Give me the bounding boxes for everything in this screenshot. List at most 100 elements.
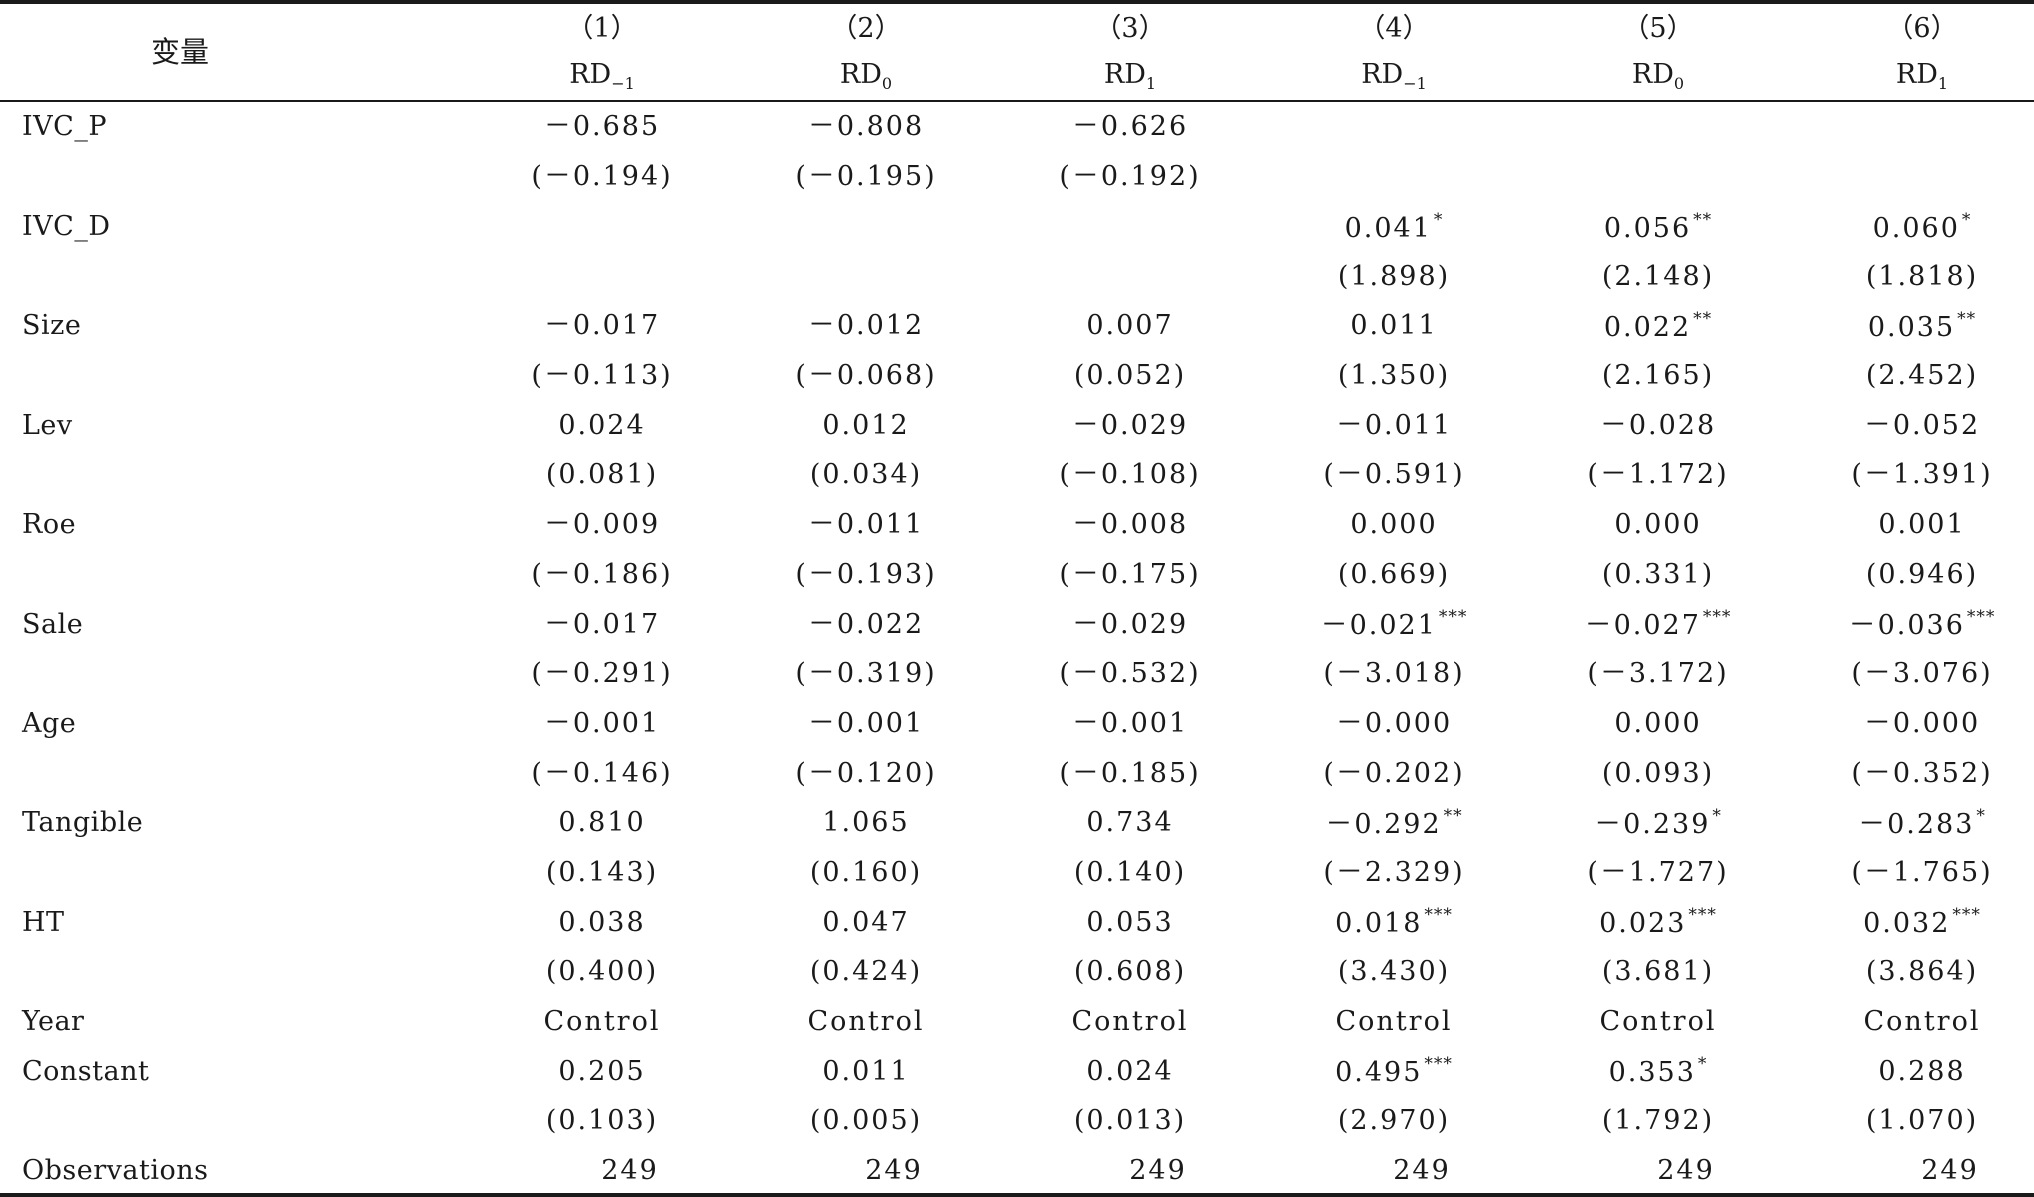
table-cell: －0.017 xyxy=(470,301,734,351)
cell-value: (－0.185) xyxy=(1059,757,1201,789)
cell-value: (－0.108) xyxy=(1059,459,1201,491)
cell-value: (2.148) xyxy=(1601,260,1715,292)
cell-value: (1.818) xyxy=(1865,260,1979,292)
cell-value: (－0.146) xyxy=(531,757,673,789)
table-cell: (－3.018) xyxy=(1262,649,1526,699)
table-cell: 0.000 xyxy=(1526,699,1790,749)
dependent-variable-name: RD xyxy=(1895,58,1938,90)
table-cell: (2.165) xyxy=(1526,351,1790,401)
table-cell: 0.047 xyxy=(734,897,998,947)
cell-value: (－0.291) xyxy=(531,658,673,690)
dependent-variable-name: RD xyxy=(1631,58,1674,90)
table-cell: Control xyxy=(998,997,1262,1047)
table-cell: (－0.113) xyxy=(470,351,734,401)
table-row: (0.103) (0.005) (0.013) (2.970) (1.792) (1.07… xyxy=(0,1096,2034,1146)
cell-value: －0.239 xyxy=(1594,808,1711,840)
cell-value: Control xyxy=(1335,1006,1453,1038)
cell-value: 0.000 xyxy=(1614,509,1702,541)
table-cell: (1.818) xyxy=(1790,251,2034,301)
table-cell: Control xyxy=(1526,997,1790,1047)
table-cell: 0.000 xyxy=(1262,500,1526,550)
table-cell: (0.160) xyxy=(734,848,998,898)
table-cell: (－0.193) xyxy=(734,550,998,600)
cell-value: －0.029 xyxy=(1071,409,1189,441)
cell-value: (－3.076) xyxy=(1851,658,1993,690)
cell-value: (3.681) xyxy=(1601,956,1715,988)
cell-value: (1.070) xyxy=(1865,1105,1979,1137)
table-cell: (－0.185) xyxy=(998,748,1262,798)
cell-value: (2.970) xyxy=(1337,1105,1451,1137)
variable-name xyxy=(0,450,470,500)
cell-value: Control xyxy=(1599,1006,1717,1038)
variable-header: 变量 xyxy=(150,34,209,69)
significance-stars: *** xyxy=(1966,607,1996,628)
variable-name xyxy=(0,1096,470,1146)
cell-value: －0.292 xyxy=(1325,808,1442,840)
cell-value: －0.626 xyxy=(1071,110,1189,142)
table-cell: (－1.765) xyxy=(1790,848,2034,898)
cell-value: －0.017 xyxy=(543,310,661,342)
cell-value: (0.034) xyxy=(809,459,923,491)
cell-value: (－0.193) xyxy=(795,558,937,590)
column-number: （6） xyxy=(1886,12,1958,44)
column-number: （3） xyxy=(1094,12,1166,44)
table-cell: －0.685 xyxy=(470,100,734,152)
cell-value: －0.808 xyxy=(807,110,925,142)
cell-value: －0.017 xyxy=(543,608,661,640)
variable-name: IVC_D xyxy=(22,211,111,243)
cell-value: (0.946) xyxy=(1865,558,1979,590)
dependent-variable-subscript: −1 xyxy=(611,73,635,93)
table-cell: (0.946) xyxy=(1790,550,2034,600)
table-cell: (－0.108) xyxy=(998,450,1262,500)
table-cell: Control xyxy=(1790,997,2034,1047)
table-cell: －0.022 xyxy=(734,599,998,649)
variable-name xyxy=(0,351,470,401)
table-cell: 0.734 xyxy=(998,798,1262,848)
table-row: Tangible 0.810 1.065 0.734 －0.292 ** －0.239 * －0… xyxy=(0,798,2034,848)
table-cell: －0.029 xyxy=(998,599,1262,649)
dependent-variable-name: RD xyxy=(569,58,612,90)
table-cell: (0.143) xyxy=(470,848,734,898)
table-cell: (3.681) xyxy=(1526,947,1790,997)
table-cell: (3.430) xyxy=(1262,947,1526,997)
table-row: Sale －0.017 －0.022 －0.029 －0.021 *** －0.027 ***… xyxy=(0,599,2034,649)
table-cell: 0.011 xyxy=(734,1046,998,1096)
table-row: (0.400) (0.424) (0.608) (3.430) (3.681) (3.86… xyxy=(0,947,2034,997)
table-cell: (－1.727) xyxy=(1526,848,1790,898)
table-cell: (0.052) xyxy=(998,351,1262,401)
table-cell: －0.808 xyxy=(734,100,998,152)
cell-value: 0.012 xyxy=(822,409,910,441)
table-cell xyxy=(1526,100,1790,152)
significance-stars: *** xyxy=(1688,905,1717,926)
cell-value: (1.898) xyxy=(1337,260,1451,292)
cell-value: (－0.175) xyxy=(1059,558,1201,590)
table-cell: (0.140) xyxy=(998,848,1262,898)
table-cell: (－0.192) xyxy=(998,152,1262,202)
dependent-variable-subscript: 1 xyxy=(1145,73,1157,93)
table-cell: (2.970) xyxy=(1262,1096,1526,1146)
cell-value: －0.008 xyxy=(1071,509,1189,541)
table-cell: －0.001 xyxy=(998,699,1262,749)
table-row: Year Control Control Control Control Control C… xyxy=(0,997,2034,1047)
table-cell: 0.495 *** xyxy=(1262,1046,1526,1096)
table-cell: 0.001 xyxy=(1790,500,2034,550)
table-cell: 0.024 xyxy=(998,1046,1262,1096)
table-cell: 0.000 xyxy=(1526,500,1790,550)
table-cell: (0.608) xyxy=(998,947,1262,997)
table-row: (－0.194) (－0.195) (－0.192) xyxy=(0,152,2034,202)
cell-value: Control xyxy=(1863,1006,1981,1038)
cell-value: －0.011 xyxy=(807,509,925,541)
variable-name: Age xyxy=(22,707,77,739)
variable-name: Lev xyxy=(22,409,73,441)
table-cell: －0.008 xyxy=(998,500,1262,550)
cell-value: 249 xyxy=(1657,1155,1715,1187)
cell-value: 0.047 xyxy=(822,906,910,938)
cell-value: Control xyxy=(543,1006,661,1038)
cell-value: (－1.172) xyxy=(1587,459,1729,491)
table-cell: 0.353 * xyxy=(1526,1046,1790,1096)
cell-value: 0.000 xyxy=(1614,707,1702,739)
table-cell: (－0.195) xyxy=(734,152,998,202)
table-cell: －0.011 xyxy=(1262,400,1526,450)
cell-value: (0.093) xyxy=(1601,757,1715,789)
cell-value: 0.060 xyxy=(1872,212,1960,244)
